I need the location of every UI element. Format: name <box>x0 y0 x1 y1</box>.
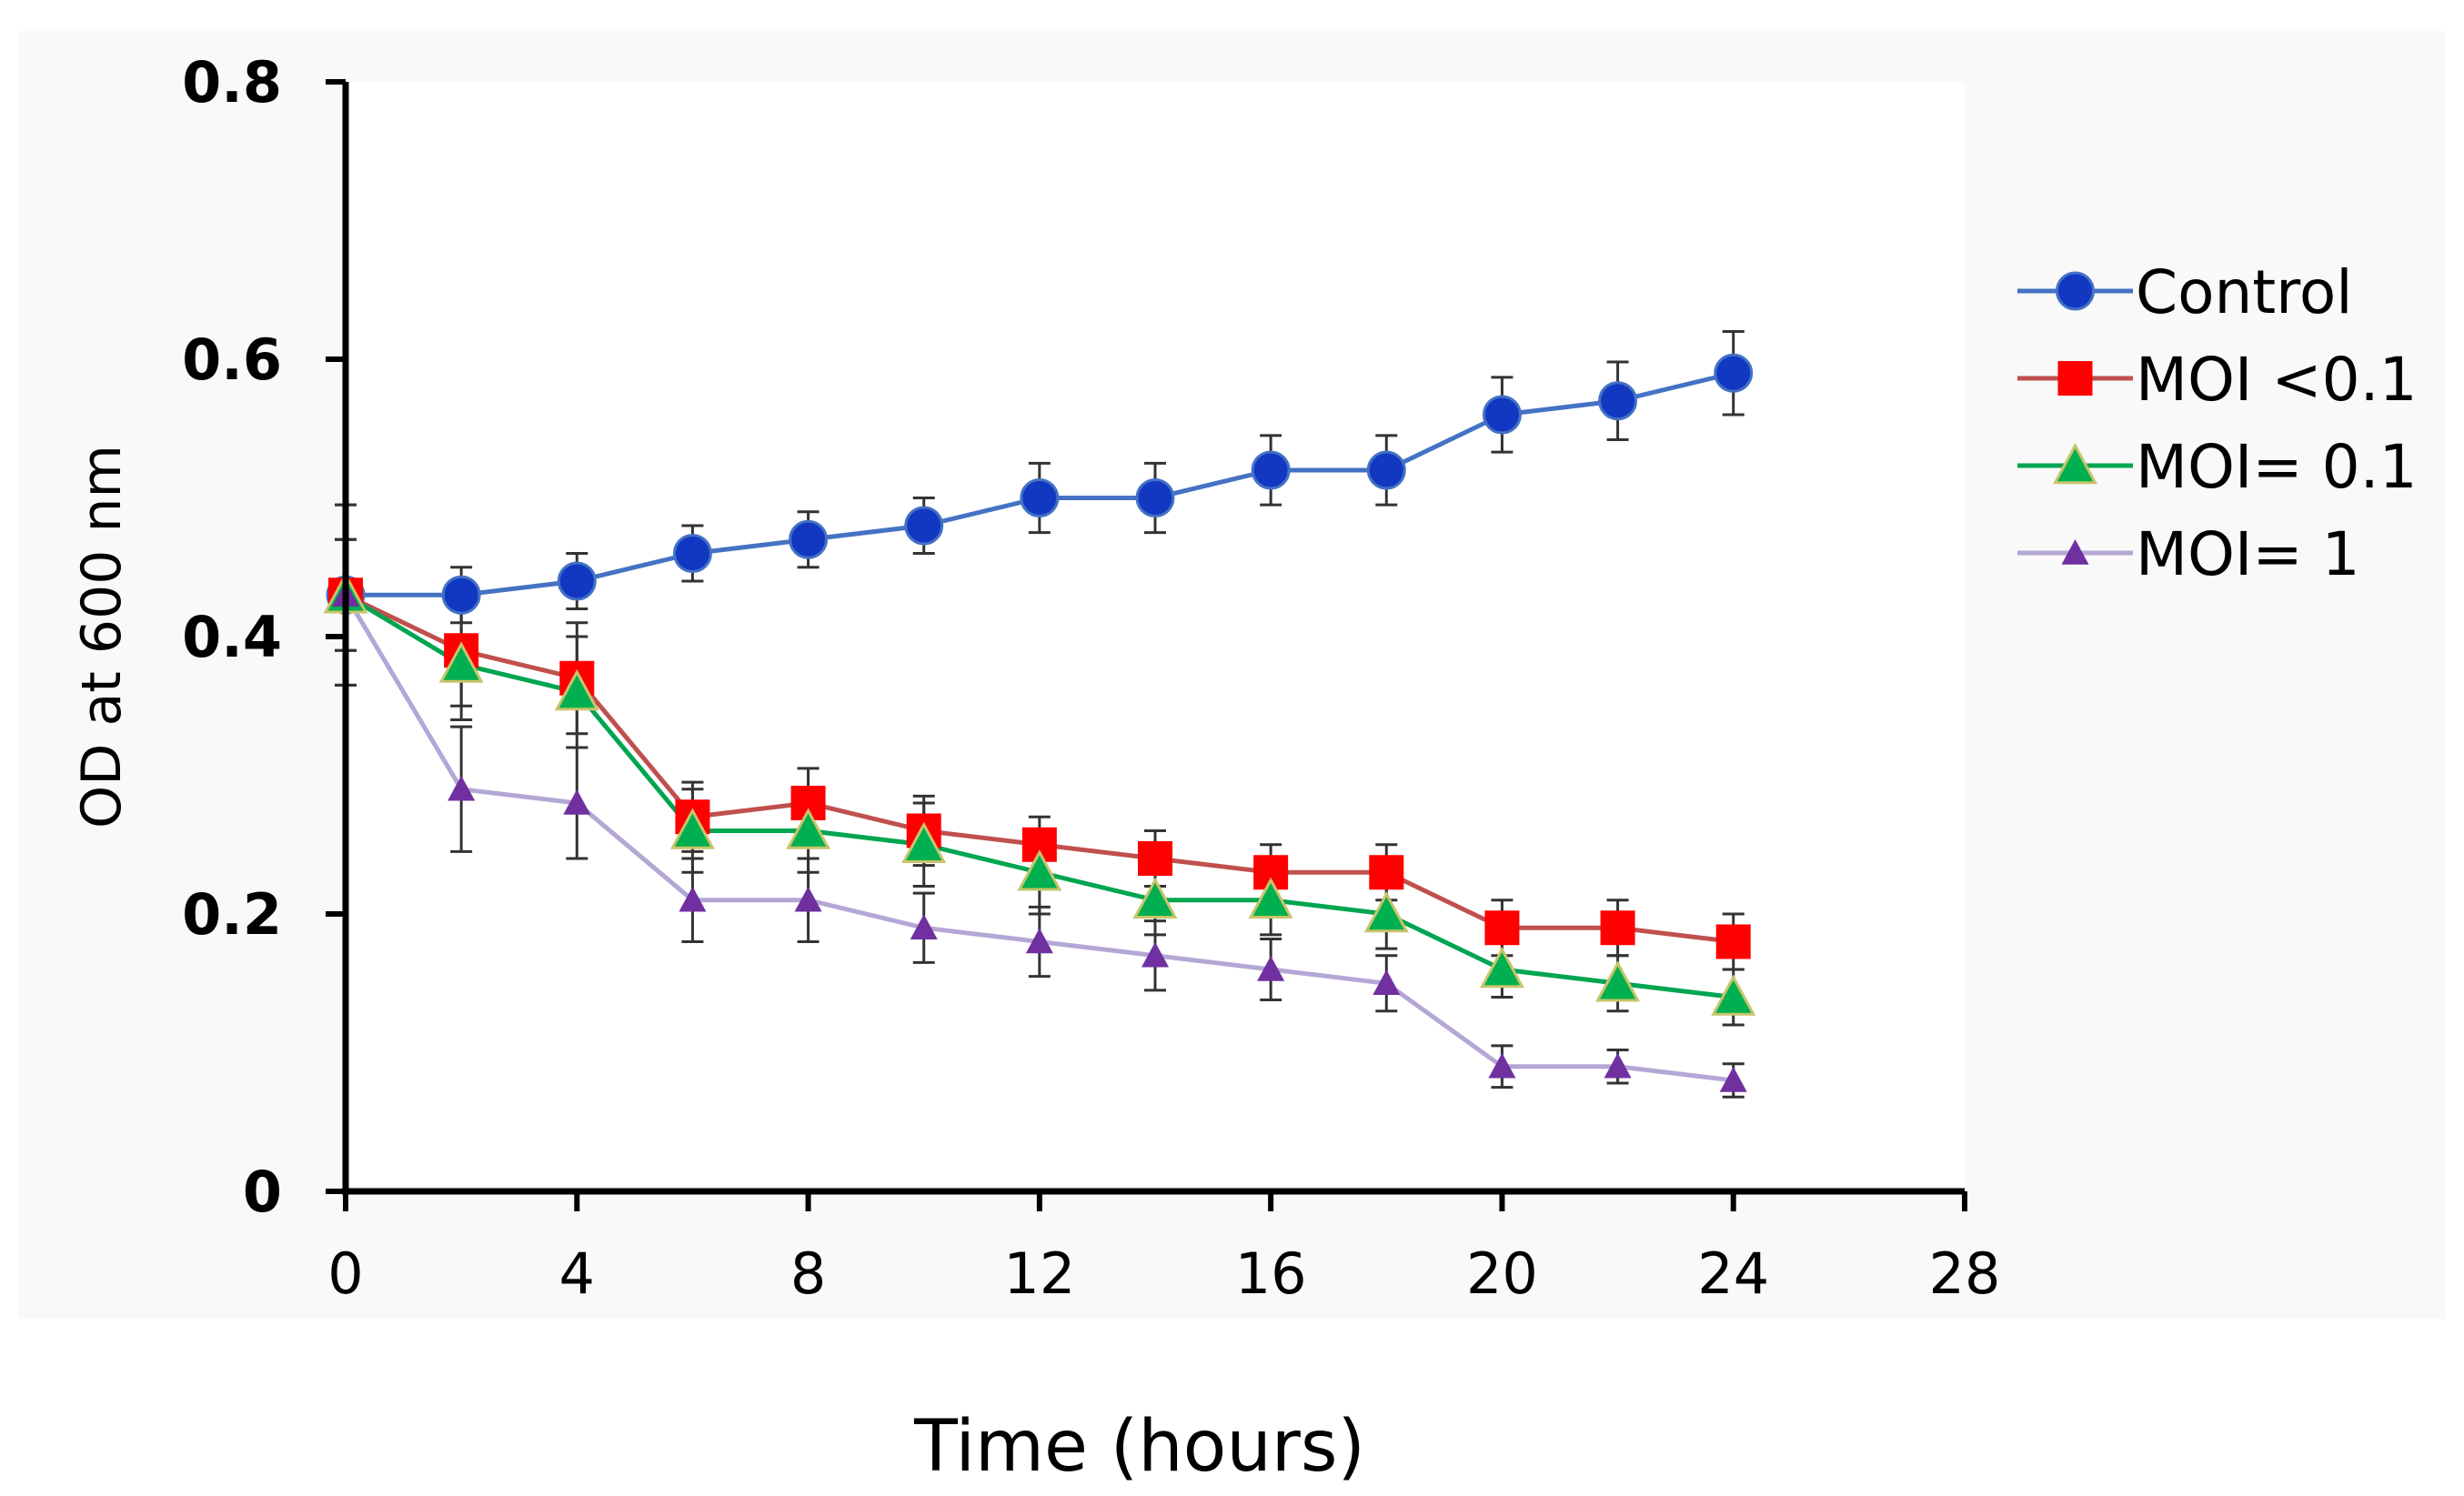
data-point-moi-0-1 <box>786 808 831 849</box>
data-point-moi-1 <box>679 886 707 912</box>
data-point-moi-0-1 <box>669 808 715 849</box>
data-point-moi-0-1 <box>901 821 947 863</box>
x-tick-label: 24 <box>1697 1240 1769 1307</box>
x-tick-label: 0 <box>327 1240 363 1307</box>
legend-marker <box>2056 271 2095 311</box>
data-point-moi-1 <box>1604 1052 1632 1079</box>
data-point-moi-1 <box>1025 928 1053 954</box>
data-point-moi-0-1 <box>1138 841 1172 876</box>
data-point-moi-0-1 <box>1595 960 1641 1002</box>
x-tick-label: 4 <box>559 1240 595 1307</box>
data-point-moi-1 <box>794 886 822 912</box>
data-point-moi-1 <box>563 789 591 815</box>
y-tick-label: 0 <box>243 1159 282 1225</box>
x-axis-ticks: 0 4 8 12 16 20 24 28 <box>327 1191 2000 1307</box>
y-axis-title: OD at 600 nm <box>70 445 134 828</box>
legend-marker <box>2061 539 2089 565</box>
data-point-moi-0-1 <box>1248 877 1293 919</box>
data-point-control <box>1598 381 1638 421</box>
legend-label: MOI= 0.1 <box>2136 432 2418 502</box>
data-point-moi-0-1 <box>1715 924 1751 959</box>
data-point-moi-1 <box>1141 941 1169 968</box>
data-point-moi-0-1 <box>1600 910 1635 946</box>
x-tick-label: 16 <box>1235 1240 1307 1307</box>
data-point-control <box>1366 450 1406 490</box>
legend-entry-control: Control <box>2017 257 2353 327</box>
y-tick-label: 0.8 <box>182 49 282 115</box>
data-point-moi-1 <box>1719 1067 1747 1092</box>
data-point-moi-0-1 <box>1369 855 1404 890</box>
data-point-moi-0-1 <box>1017 849 1062 891</box>
data-point-control <box>1135 478 1175 517</box>
x-tick-label: 8 <box>790 1240 826 1307</box>
data-point-moi-1 <box>910 914 938 939</box>
legend-label: MOI= 1 <box>2136 519 2360 589</box>
y-tick-label: 0.6 <box>182 326 282 393</box>
legend-label: MOI <0.1 <box>2136 345 2418 415</box>
data-point-control <box>789 519 829 559</box>
data-point-moi-1 <box>1257 956 1285 981</box>
legend-label: Control <box>2136 257 2353 327</box>
data-point-moi-0-1 <box>1711 974 1756 1016</box>
data-point-moi-0-1 <box>1363 890 1409 933</box>
y-axis-ticks: 0 0.2 0.4 0.6 0.8 <box>182 49 346 1225</box>
legend: Control MOI <0.1 MOI= 0.1 MOI= 1 <box>2017 257 2418 589</box>
legend-marker <box>2057 361 2093 396</box>
legend-entry-moi-0-1: MOI= 0.1 <box>2017 432 2418 502</box>
data-point-control <box>904 506 944 546</box>
x-axis-title: Time (hours) <box>913 1406 1365 1488</box>
data-point-moi-1 <box>1373 969 1401 995</box>
series-markers <box>323 353 1756 1092</box>
data-point-moi-0-1 <box>438 641 484 683</box>
data-point-control <box>441 575 481 615</box>
x-tick-label: 28 <box>1929 1240 2001 1307</box>
data-point-control <box>1020 478 1060 517</box>
y-tick-label: 0.4 <box>182 604 282 670</box>
data-point-moi-0-1 <box>1479 946 1524 989</box>
data-point-control <box>1482 395 1522 435</box>
data-point-moi-0-1 <box>554 668 599 711</box>
data-point-moi-0-1 <box>1484 910 1520 946</box>
data-point-control <box>1714 353 1754 393</box>
data-point-control <box>557 561 597 601</box>
data-point-moi-1 <box>1488 1052 1516 1079</box>
data-point-moi-0-1 <box>1132 877 1178 919</box>
data-point-moi-1 <box>448 775 476 801</box>
plot-area <box>346 82 1965 1187</box>
y-tick-label: 0.2 <box>182 881 282 948</box>
legend-entry-moi-1: MOI= 1 <box>2017 519 2360 589</box>
legend-entry-moi-0-1: MOI <0.1 <box>2017 345 2418 415</box>
data-point-control <box>1251 450 1291 490</box>
data-point-control <box>672 534 712 573</box>
x-tick-label: 20 <box>1466 1240 1538 1307</box>
x-tick-label: 12 <box>1003 1240 1075 1307</box>
legend-marker <box>2052 442 2098 485</box>
